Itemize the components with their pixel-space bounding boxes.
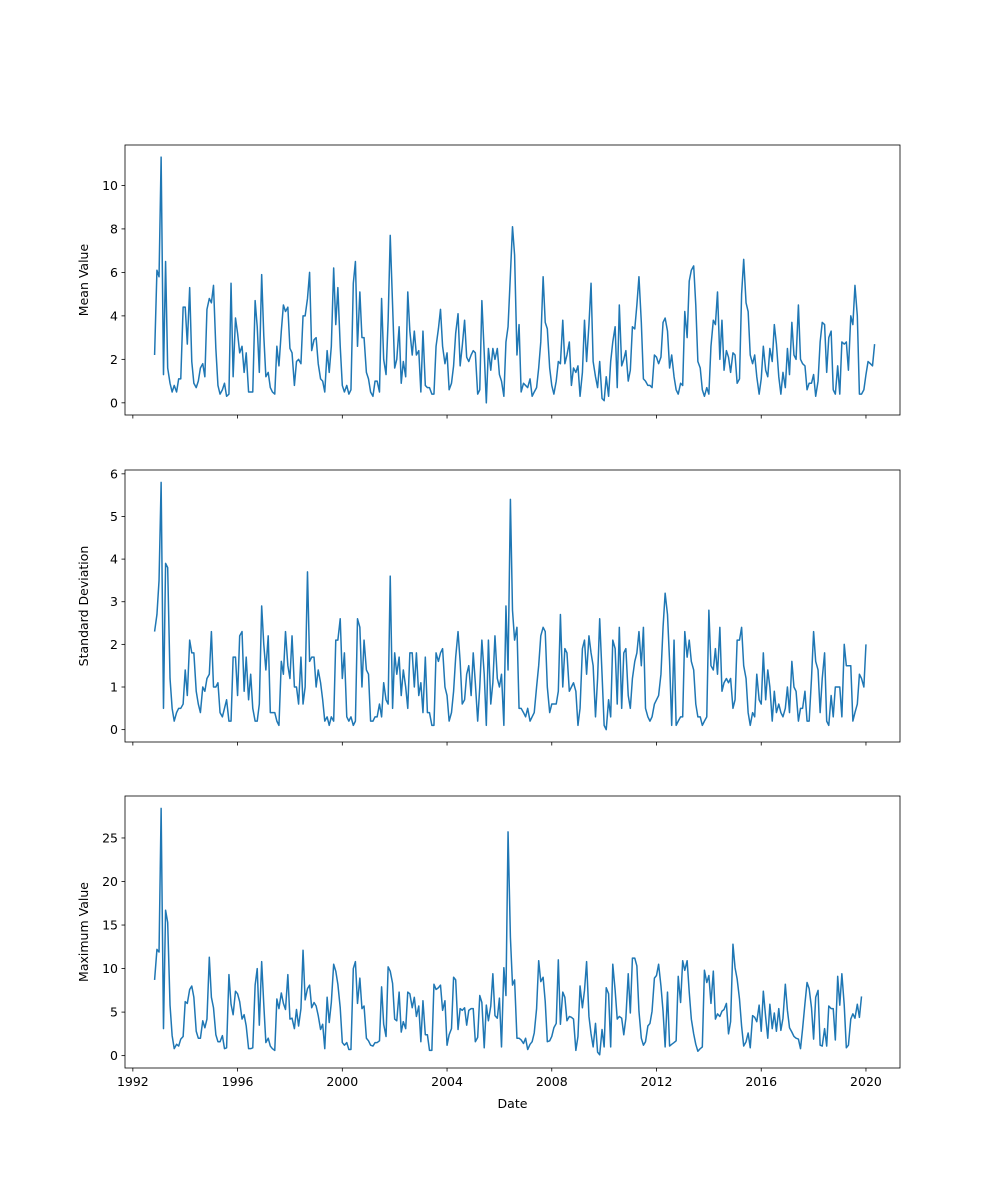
x-tick-label: 1996 [222, 1074, 254, 1089]
axes-frame [124, 469, 901, 743]
axes-frame [124, 144, 901, 416]
series-line [153, 156, 876, 404]
x-axis-label: Date [498, 1096, 528, 1111]
y-tick-label: 0 [110, 1048, 118, 1063]
y-tick-label: 5 [110, 509, 118, 524]
y-tick-label: 3 [110, 594, 118, 609]
y-axis-label: Maximum Value [76, 882, 91, 982]
y-tick-label: 4 [110, 552, 118, 567]
y-axis-label: Standard Deviation [76, 546, 91, 667]
y-tick-label: 6 [110, 265, 118, 280]
y-tick-label: 0 [110, 722, 118, 737]
y-tick-label: 10 [102, 178, 118, 193]
chart-panel-2: 0 1 2 3 4 5 6 Standard Deviation [76, 466, 901, 746]
axes-frame [124, 795, 901, 1069]
x-tick-label: 2012 [641, 1074, 673, 1089]
y-tick-label: 25 [102, 830, 118, 845]
y-tick-label: 15 [102, 918, 118, 933]
x-tick-label: 2020 [850, 1074, 882, 1089]
series-line [153, 807, 863, 1056]
y-tick-label: 20 [102, 874, 118, 889]
series-line [153, 481, 867, 731]
y-tick-label: 2 [110, 352, 118, 367]
y-tick-label: 6 [110, 466, 118, 481]
chart-panel-1: 0 2 4 6 8 10 Mean Value [76, 144, 901, 419]
y-tick-label: 4 [110, 308, 118, 323]
x-tick-label: 2008 [536, 1074, 568, 1089]
y-tick-label: 10 [102, 961, 118, 976]
x-tick-label: 2000 [326, 1074, 358, 1089]
x-tick-label: 1992 [117, 1074, 149, 1089]
y-tick-label: 5 [110, 1005, 118, 1020]
y-tick-label: 2 [110, 637, 118, 652]
x-tick-label: 2016 [745, 1074, 777, 1089]
y-axis-label: Mean Value [76, 244, 91, 317]
y-tick-label: 1 [110, 680, 118, 695]
y-tick-label: 0 [110, 395, 118, 410]
y-tick-label: 8 [110, 221, 118, 236]
chart-panel-3: 0 5 10 15 20 25 1992 1996 2000 2004 2008 2012 2016 20… [76, 795, 901, 1111]
x-tick-label: 2004 [431, 1074, 463, 1089]
